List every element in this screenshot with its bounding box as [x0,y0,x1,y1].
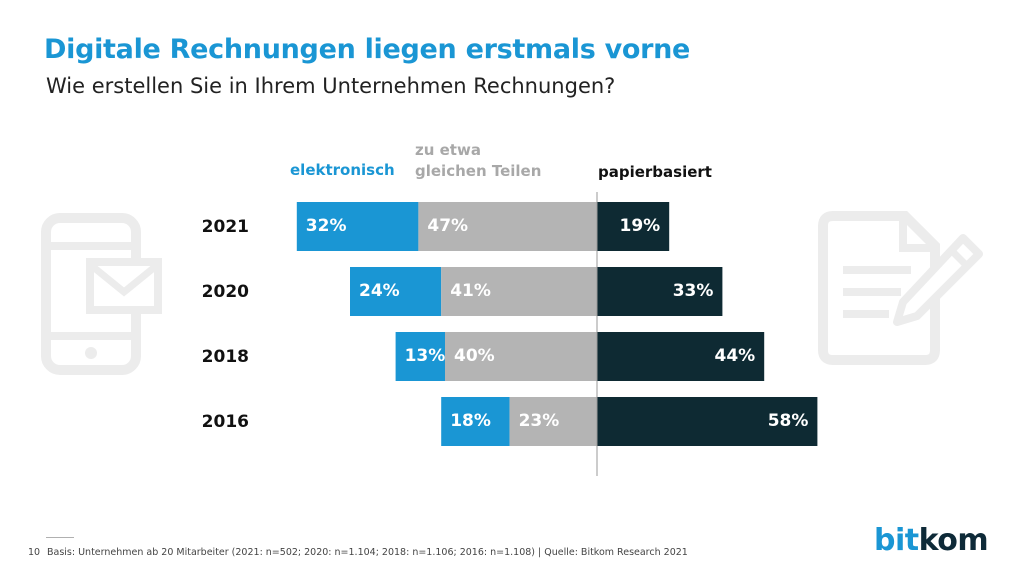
phone-mail-icon [41,213,162,375]
bar-label-equal-2021: 47% [427,216,468,236]
bar-paper-2021 [597,202,670,251]
bar-paper-2016 [597,397,818,446]
bar-label-equal-2020: 41% [450,281,491,301]
bar-paper-2018 [597,332,765,381]
bar-label-equal-2018: 40% [454,346,495,366]
bar-label-electronic-2018: 13% [405,346,446,366]
bar-label-paper-2016: 58% [768,411,809,431]
bar-label-electronic-2020: 24% [359,281,400,301]
logo-part-kom: kom [918,523,989,558]
bitkom-logo: bitkom [874,523,989,558]
year-label-2020: 2020 [202,282,249,302]
footer-source: Basis: Unternehmen ab 20 Mitarbeiter (20… [47,547,688,558]
bar-electronic-2020 [350,267,442,316]
logo-part-bit: bit [874,523,919,558]
legend-equal-line1: zu etwa [415,141,481,159]
year-label-2018: 2018 [202,347,249,367]
bar-paper-2020 [597,267,723,316]
bar-label-equal-2016: 23% [519,411,560,431]
bar-electronic-2018 [395,332,445,381]
bar-label-electronic-2016: 18% [450,411,491,431]
bar-equal-2020 [441,267,597,316]
chart-subtitle: Wie erstellen Sie in Ihrem Unternehmen R… [46,74,616,98]
bar-label-paper-2018: 44% [714,346,755,366]
bar-electronic-2016 [441,397,510,446]
bar-equal-2016 [509,397,597,446]
legend-equal: zu etwa gleichen Teilen [415,140,565,182]
bar-label-paper-2020: 33% [673,281,714,301]
document-pen-icon [818,211,983,365]
chart-title: Digitale Rechnungen liegen erstmals vorn… [44,34,691,65]
footer-divider [46,537,74,538]
legend-equal-line2: gleichen Teilen [415,162,542,180]
page-number: 10 [28,547,41,558]
bar-electronic-2021 [296,202,419,251]
bar-equal-2021 [418,202,597,251]
year-label-2021: 2021 [202,217,249,237]
bar-equal-2018 [445,332,597,381]
legend-paper: papierbasiert [598,163,712,181]
bar-label-electronic-2021: 32% [306,216,347,236]
legend-electronic: elektronisch [290,161,395,179]
bar-label-paper-2021: 19% [619,216,660,236]
year-label-2016: 2016 [202,412,249,432]
